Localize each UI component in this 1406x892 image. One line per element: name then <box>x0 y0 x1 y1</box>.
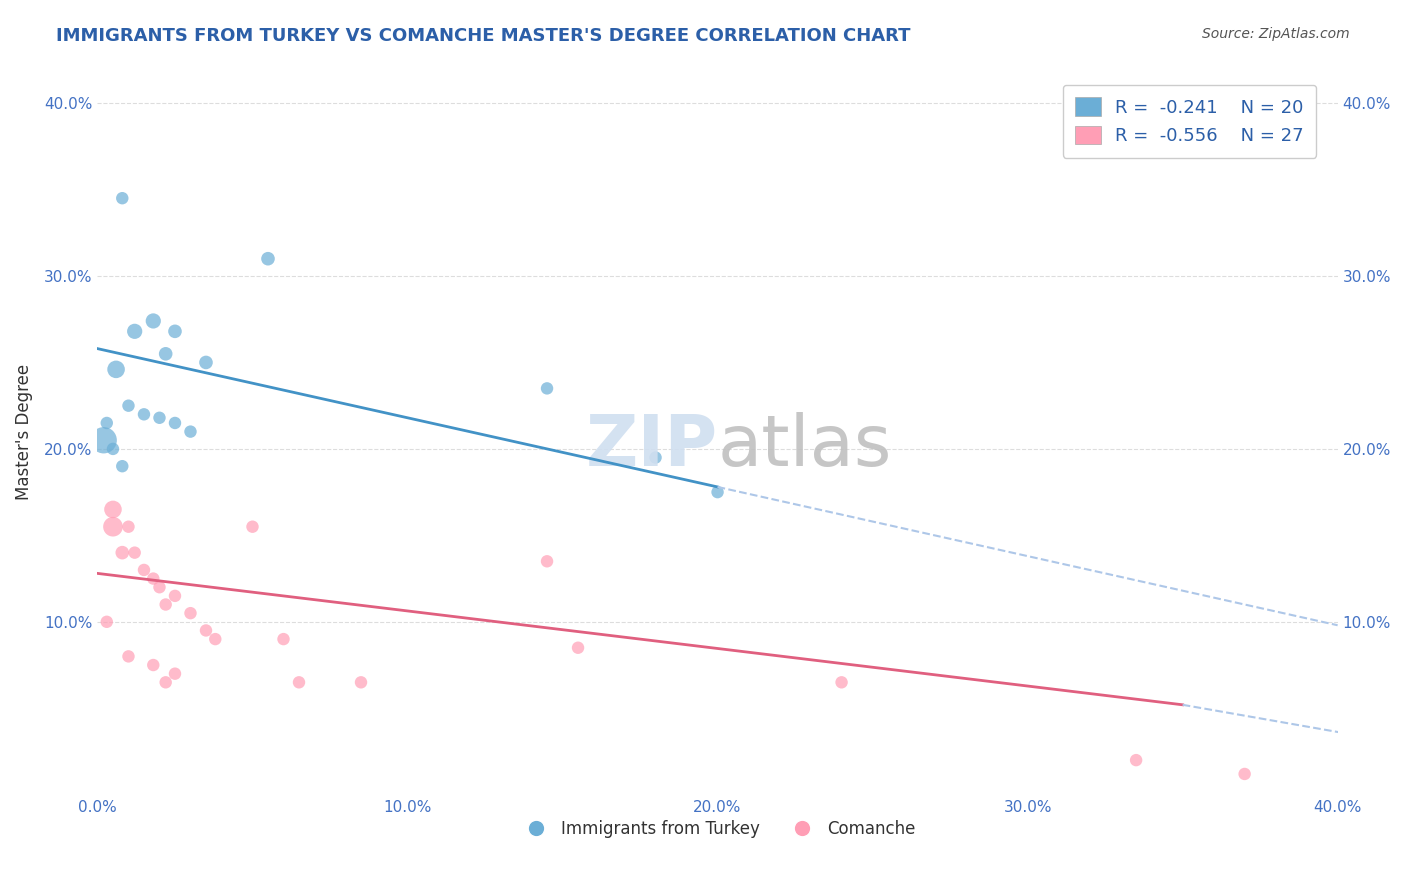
Point <box>117 519 139 533</box>
Point <box>101 442 124 456</box>
Point <box>142 572 165 586</box>
Point <box>132 563 155 577</box>
Point <box>644 450 666 465</box>
Point <box>132 407 155 421</box>
Point <box>288 675 311 690</box>
Point <box>93 434 115 448</box>
Point <box>117 399 139 413</box>
Point <box>536 381 558 395</box>
Point <box>142 658 165 673</box>
Point <box>155 347 177 361</box>
Point <box>101 502 124 516</box>
Point <box>195 624 218 638</box>
Point <box>142 314 165 328</box>
Point <box>111 459 134 474</box>
Point <box>101 519 124 533</box>
Point <box>536 554 558 568</box>
Text: Source: ZipAtlas.com: Source: ZipAtlas.com <box>1202 27 1350 41</box>
Text: atlas: atlas <box>717 411 891 481</box>
Point <box>1233 767 1256 781</box>
Point <box>155 675 177 690</box>
Point <box>155 598 177 612</box>
Point <box>124 546 146 560</box>
Point <box>257 252 280 266</box>
Text: IMMIGRANTS FROM TURKEY VS COMANCHE MASTER'S DEGREE CORRELATION CHART: IMMIGRANTS FROM TURKEY VS COMANCHE MASTE… <box>56 27 911 45</box>
Point <box>195 355 218 369</box>
Point <box>204 632 226 646</box>
Point <box>350 675 373 690</box>
Point <box>111 546 134 560</box>
Point <box>179 425 201 439</box>
Point <box>111 191 134 205</box>
Legend: Immigrants from Turkey, Comanche: Immigrants from Turkey, Comanche <box>513 814 922 845</box>
Point <box>242 519 264 533</box>
Point <box>117 649 139 664</box>
Point <box>273 632 295 646</box>
Point <box>567 640 589 655</box>
Point <box>96 416 118 430</box>
Point <box>105 362 128 376</box>
Text: ZIP: ZIP <box>585 411 717 481</box>
Point <box>148 580 170 594</box>
Point <box>163 416 186 430</box>
Point <box>163 666 186 681</box>
Y-axis label: Master's Degree: Master's Degree <box>15 364 32 500</box>
Point <box>179 606 201 620</box>
Point <box>96 615 118 629</box>
Point <box>163 324 186 338</box>
Point <box>148 410 170 425</box>
Point <box>706 485 728 500</box>
Point <box>163 589 186 603</box>
Point <box>1125 753 1147 767</box>
Point <box>831 675 853 690</box>
Point <box>124 324 146 338</box>
